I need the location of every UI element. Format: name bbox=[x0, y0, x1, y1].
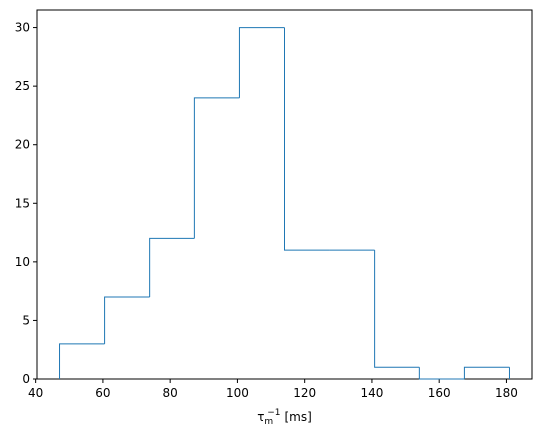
x-axis-label: τm−1 [ms] bbox=[257, 408, 312, 427]
x-tick-label: 100 bbox=[226, 386, 249, 400]
histogram-step bbox=[193, 97, 240, 239]
y-tick-label: 30 bbox=[15, 21, 30, 35]
x-tick-label: 120 bbox=[293, 386, 316, 400]
histogram-step bbox=[104, 296, 150, 344]
histogram-step bbox=[463, 366, 510, 379]
histogram-step bbox=[374, 250, 420, 368]
x-tick-label: 60 bbox=[95, 386, 110, 400]
y-tick-label: 15 bbox=[15, 196, 30, 210]
y-tick-label: 10 bbox=[15, 255, 30, 269]
histogram-step bbox=[59, 343, 105, 379]
histogram-step bbox=[284, 27, 330, 251]
x-label-superscript: −1 bbox=[267, 408, 280, 418]
histogram-step bbox=[418, 367, 465, 380]
x-tick-label: 40 bbox=[28, 386, 43, 400]
y-tick-label: 25 bbox=[15, 79, 30, 93]
y-tick-label: 20 bbox=[15, 138, 30, 152]
x-tick-label: 140 bbox=[360, 386, 383, 400]
histogram-step bbox=[149, 237, 195, 297]
x-tick-label: 160 bbox=[428, 386, 451, 400]
axes-frame bbox=[36, 9, 533, 380]
x-tick-label: 80 bbox=[163, 386, 178, 400]
y-tick-label: 0 bbox=[22, 372, 30, 386]
x-label-unit: [ms] bbox=[284, 410, 311, 424]
x-tick-label: 180 bbox=[495, 386, 518, 400]
y-tick-label: 5 bbox=[22, 313, 30, 327]
x-label-symbol: τ bbox=[257, 410, 264, 424]
histogram-step bbox=[238, 27, 285, 98]
x-label-subscript: m bbox=[264, 417, 273, 427]
